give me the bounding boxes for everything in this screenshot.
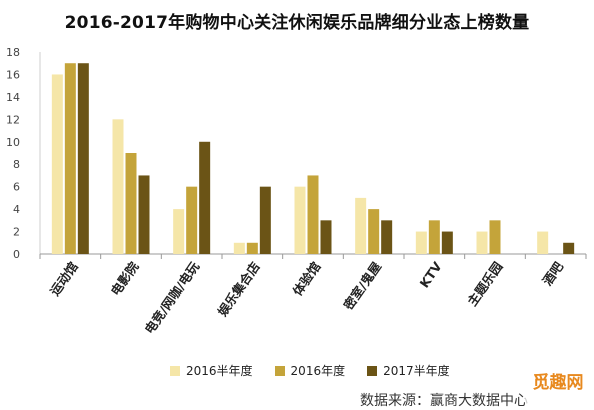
y-tick-label-3: 6 xyxy=(13,181,20,194)
bar-娱乐集合店-2016年度 xyxy=(246,242,258,254)
bar-电影院-2016半年度 xyxy=(112,119,124,254)
bar-主题乐园-2016年度 xyxy=(489,220,501,254)
legend-label-1: 2016年度 xyxy=(290,364,346,378)
y-tick-label-4: 8 xyxy=(13,158,20,171)
bar-运动馆-2016年度 xyxy=(64,63,76,254)
x-tick-label-7: 主题乐园 xyxy=(464,259,505,309)
bar-KTV-2016年度 xyxy=(428,220,440,254)
x-tick-label-6: KTV xyxy=(417,259,445,291)
legend-swatch-2 xyxy=(367,365,378,376)
x-tick-label-8: 酒吧 xyxy=(539,259,566,288)
y-tick-label-8: 16 xyxy=(6,68,20,81)
bar-电竞/网咖/电玩-2016年度 xyxy=(186,186,198,254)
data-source-note: 数据来源：赢商大数据中心 xyxy=(360,393,528,409)
x-tick-label-4: 体验馆 xyxy=(290,259,324,298)
x-tick-labels: 运动馆 电影院 电竞/网咖/电玩 娱乐集合店 体验馆 密室/鬼屋 KTV 主题乐园 酒吧 xyxy=(47,259,566,337)
bar-运动馆-2016半年度 xyxy=(51,74,63,254)
chart-bars xyxy=(51,63,575,254)
y-tick-label-7: 14 xyxy=(6,91,20,104)
bar-娱乐集合店-2016半年度 xyxy=(233,242,245,254)
bar-体验馆-2017半年度 xyxy=(320,220,332,254)
bar-密室/鬼屋-2016半年度 xyxy=(355,197,367,254)
legend-label-0: 2016半年度 xyxy=(186,364,253,378)
chart-title: 2016-2017年购物中心关注休闲娱乐品牌细分业态上榜数量 xyxy=(64,13,530,33)
y-tick-label-9: 18 xyxy=(6,46,20,59)
legend-item-0: 2016半年度 xyxy=(170,362,253,379)
legend-swatch-1 xyxy=(274,365,285,376)
bar-娱乐集合店-2017半年度 xyxy=(259,186,271,254)
bar-电影院-2016年度 xyxy=(125,153,137,254)
bar-密室/鬼屋-2016年度 xyxy=(368,209,380,254)
y-tick-label-2: 4 xyxy=(13,203,20,216)
bar-KTV-2017半年度 xyxy=(441,231,453,254)
legend-item-1: 2016年度 xyxy=(274,362,346,379)
legend-label-2: 2017半年度 xyxy=(383,364,450,378)
site-watermark: 觅趣网 xyxy=(525,360,591,406)
bar-体验馆-2016半年度 xyxy=(294,186,306,254)
bar-电影院-2017半年度 xyxy=(138,175,150,254)
x-tick-label-1: 电影院 xyxy=(108,259,142,299)
y-tick-label-0: 0 xyxy=(13,248,20,261)
x-tick-label-2: 电竞/网咖/电玩 xyxy=(142,259,203,337)
x-tick-label-3: 娱乐集合店 xyxy=(215,259,263,319)
bar-主题乐园-2016半年度 xyxy=(476,231,488,254)
bar-酒吧-2016半年度 xyxy=(537,231,549,254)
legend-swatch-0 xyxy=(170,365,180,376)
chart-legend: 2016半年度 2016年度 2017半年度 xyxy=(170,362,450,379)
x-tick-label-0: 运动馆 xyxy=(47,259,81,298)
bar-电竞/网咖/电玩-2016半年度 xyxy=(173,209,185,254)
bar-密室/鬼屋-2017半年度 xyxy=(381,220,393,254)
legend-item-2: 2017半年度 xyxy=(367,362,450,379)
bar-酒吧-2017半年度 xyxy=(563,242,575,254)
y-tick-label-1: 2 xyxy=(13,226,20,239)
bar-KTV-2016半年度 xyxy=(415,231,427,254)
x-tick-label-5: 密室/鬼屋 xyxy=(340,259,384,314)
bar-体验馆-2016年度 xyxy=(307,175,319,254)
y-tick-label-6: 12 xyxy=(6,113,20,126)
bar-电竞/网咖/电玩-2017半年度 xyxy=(199,141,211,254)
y-tick-label-5: 10 xyxy=(6,136,20,149)
bar-运动馆-2017半年度 xyxy=(77,63,89,254)
